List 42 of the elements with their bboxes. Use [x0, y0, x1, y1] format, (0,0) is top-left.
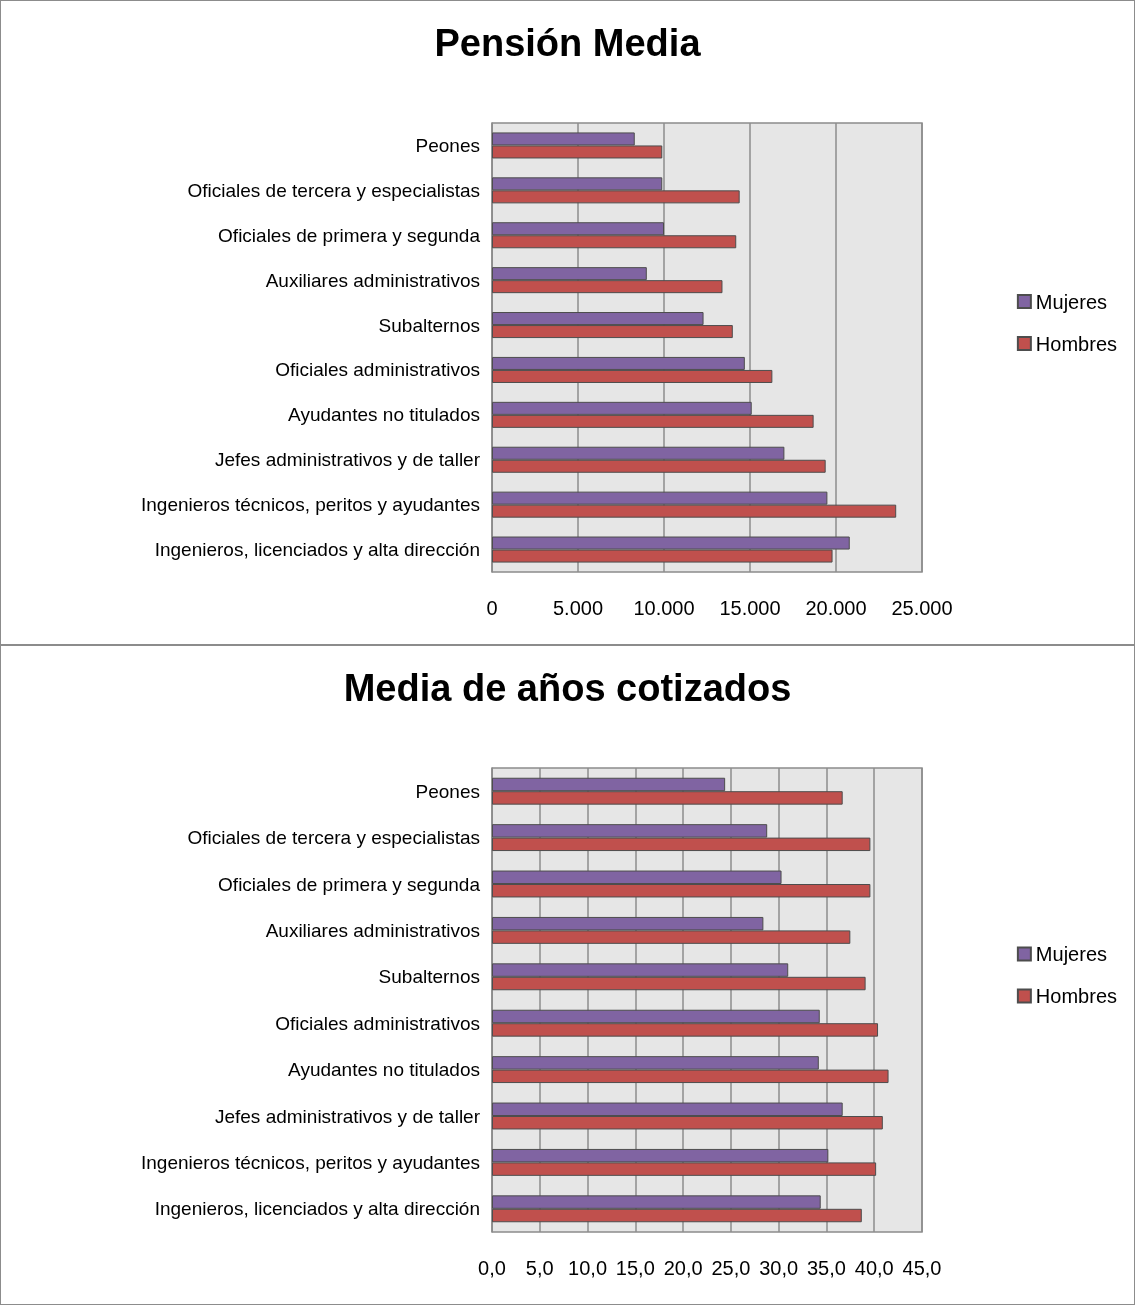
- x-tick-label: 10,0: [568, 1257, 608, 1279]
- x-tick-label: 0,0: [478, 1257, 506, 1279]
- x-tick-label: 5.000: [552, 597, 604, 619]
- chart-title: Pensión Media: [434, 22, 702, 64]
- x-tick-label: 35,0: [806, 1257, 846, 1279]
- x-tick-label: 45,0: [902, 1257, 942, 1279]
- x-tick-label: 15.000: [719, 597, 781, 619]
- y-tick-label: Subalternos: [378, 314, 480, 336]
- x-tick-label: 40,0: [854, 1257, 894, 1279]
- y-tick-label: Ingenieros técnicos, peritos y ayudantes: [140, 494, 480, 516]
- y-tick-label: Auxiliares administrativos: [265, 919, 480, 941]
- y-tick-label: Subalternos: [378, 966, 480, 988]
- legend-label: Mujeres: [1035, 943, 1108, 965]
- x-tick-label: 25.000: [891, 597, 953, 619]
- x-tick-label: 20,0: [663, 1257, 703, 1279]
- legend-label: Hombres: [1035, 332, 1118, 355]
- x-tick-label: 5,0: [525, 1257, 554, 1279]
- y-tick-label: Peones: [415, 134, 480, 156]
- y-tick-label: Oficiales de primera y segunda: [218, 224, 481, 246]
- legend-label: Mujeres: [1035, 290, 1108, 313]
- y-tick-label: Oficiales de primera y segunda: [218, 873, 481, 895]
- y-tick-label: Oficiales administrativos: [275, 1012, 480, 1034]
- chart-title: Media de años cotizados: [343, 667, 792, 709]
- x-tick-label: 10.000: [633, 597, 695, 619]
- y-tick-label: Ingenieros, licenciados y alta dirección: [154, 539, 480, 561]
- y-tick-label: Ingenieros técnicos, peritos y ayudantes: [140, 1151, 480, 1173]
- x-tick-label: 20.000: [805, 597, 867, 619]
- y-tick-label: Auxiliares administrativos: [265, 269, 480, 291]
- y-tick-label: Oficiales de tercera y especialistas: [187, 179, 480, 201]
- y-tick-label: Ingenieros, licenciados y alta dirección: [154, 1198, 480, 1220]
- legend-label: Hombres: [1035, 985, 1118, 1007]
- y-tick-label: Oficiales administrativos: [275, 359, 480, 381]
- x-tick-label: 30,0: [759, 1257, 799, 1279]
- y-tick-label: Jefes administrativos y de taller: [214, 449, 481, 471]
- x-tick-label: 25,0: [711, 1257, 751, 1279]
- y-tick-label: Ayudantes no titulados: [288, 1059, 480, 1081]
- y-tick-label: Jefes administrativos y de taller: [214, 1105, 481, 1127]
- y-tick-label: Oficiales de tercera y especialistas: [187, 827, 480, 849]
- y-tick-label: Peones: [415, 780, 480, 802]
- x-tick-label: 15,0: [615, 1257, 655, 1279]
- y-tick-label: Ayudantes no titulados: [288, 404, 480, 426]
- x-tick-label: 0: [486, 597, 498, 619]
